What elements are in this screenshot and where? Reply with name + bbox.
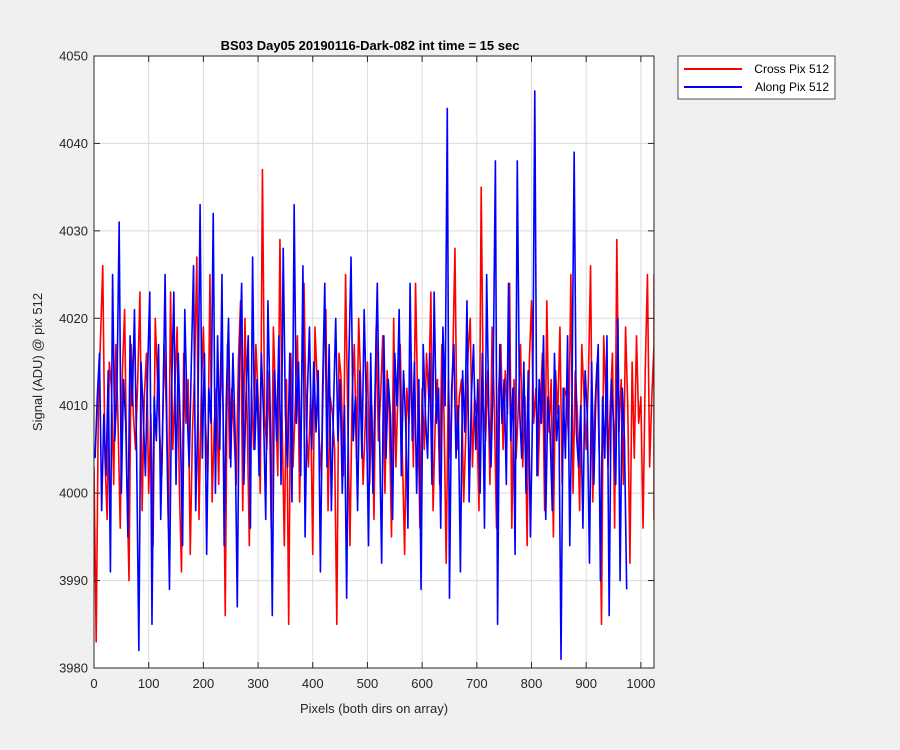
- y-tick-label: 4000: [59, 486, 88, 501]
- y-tick-label: 4010: [59, 398, 88, 413]
- series-line-along: [94, 90, 628, 661]
- x-tick-label: 1000: [626, 676, 655, 691]
- x-tick-label: 600: [411, 676, 433, 691]
- y-tick-label: 3980: [59, 661, 88, 676]
- x-tick-label: 0: [90, 676, 97, 691]
- plot-area: 0 100 200 300 400 500 600 700 800 900 1000 3980 3990…: [59, 49, 655, 692]
- x-tick-label: 800: [521, 676, 543, 691]
- x-tick-label: 400: [302, 676, 324, 691]
- y-tick-label: 4050: [59, 49, 88, 64]
- legend-label-cross: Cross Pix 512: [754, 62, 829, 76]
- x-tick-label: 500: [357, 676, 379, 691]
- chart-title: BS03 Day05 20190116-Dark-082 int time = …: [221, 38, 520, 53]
- y-tick-label: 3990: [59, 573, 88, 588]
- x-tick-label: 200: [193, 676, 215, 691]
- series-line-cross: [94, 168, 654, 643]
- x-tick-label: 700: [466, 676, 488, 691]
- x-tick-label: 300: [247, 676, 269, 691]
- x-tick-label: 900: [575, 676, 597, 691]
- plot-frame: [93, 55, 655, 669]
- x-axis-label: Pixels (both dirs on array): [300, 701, 448, 716]
- y-axis-label: Signal (ADU) @ pix 512: [30, 293, 45, 431]
- legend-label-along: Along Pix 512: [755, 80, 829, 94]
- y-tick-label: 4020: [59, 311, 88, 326]
- y-tick-label: 4040: [59, 136, 88, 151]
- legend-box: [677, 55, 836, 100]
- x-tick-label: 100: [138, 676, 160, 691]
- y-tick-label: 4030: [59, 223, 88, 238]
- legend: Cross Pix 512 Along Pix 512: [677, 55, 836, 100]
